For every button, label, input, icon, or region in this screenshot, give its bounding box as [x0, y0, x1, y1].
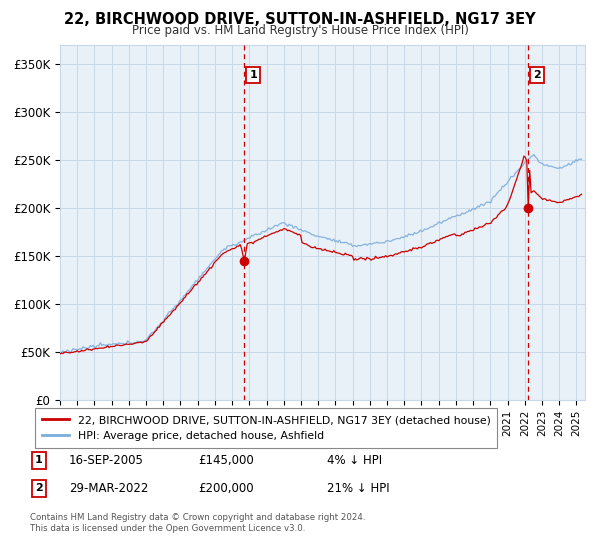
Text: 22, BIRCHWOOD DRIVE, SUTTON-IN-ASHFIELD, NG17 3EY: 22, BIRCHWOOD DRIVE, SUTTON-IN-ASHFIELD,… [64, 12, 536, 27]
Text: 16-SEP-2005: 16-SEP-2005 [69, 454, 144, 467]
Text: 4% ↓ HPI: 4% ↓ HPI [327, 454, 382, 467]
Text: Price paid vs. HM Land Registry's House Price Index (HPI): Price paid vs. HM Land Registry's House … [131, 24, 469, 36]
Text: 2: 2 [533, 70, 541, 80]
Text: 1: 1 [35, 455, 43, 465]
Text: This data is licensed under the Open Government Licence v3.0.: This data is licensed under the Open Gov… [30, 524, 305, 533]
Text: £145,000: £145,000 [198, 454, 254, 467]
Text: 1: 1 [250, 70, 257, 80]
Text: £200,000: £200,000 [198, 482, 254, 495]
Text: 21% ↓ HPI: 21% ↓ HPI [327, 482, 389, 495]
Text: 2: 2 [35, 483, 43, 493]
Text: Contains HM Land Registry data © Crown copyright and database right 2024.: Contains HM Land Registry data © Crown c… [30, 513, 365, 522]
Legend: 22, BIRCHWOOD DRIVE, SUTTON-IN-ASHFIELD, NG17 3EY (detached house), HPI: Average: 22, BIRCHWOOD DRIVE, SUTTON-IN-ASHFIELD,… [35, 408, 497, 447]
Text: 29-MAR-2022: 29-MAR-2022 [69, 482, 148, 495]
